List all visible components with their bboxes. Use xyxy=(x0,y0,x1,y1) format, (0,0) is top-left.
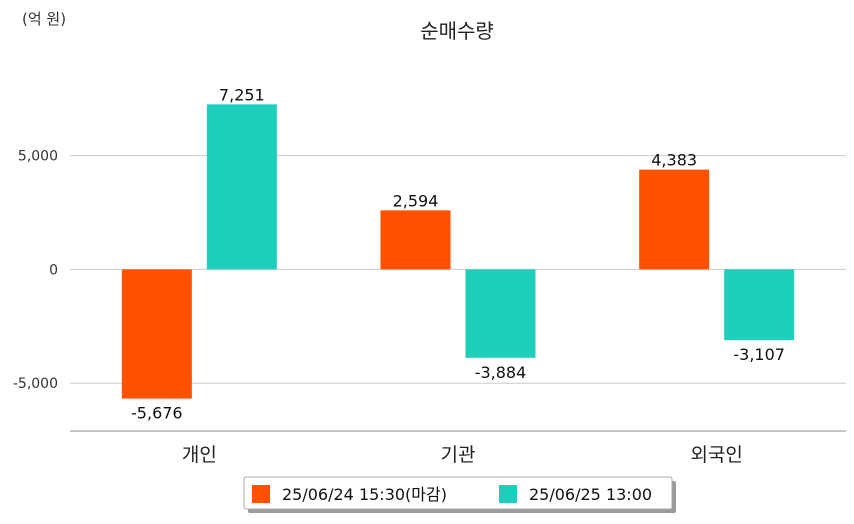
y-tick-label: 5,000 xyxy=(18,149,58,165)
legend-label-series-2: 25/06/25 13:00 xyxy=(529,485,652,504)
x-category-label: 개인 xyxy=(182,444,217,466)
bar-2 xyxy=(206,104,277,270)
x-category-label: 기관 xyxy=(441,444,476,466)
data-label: -3,107 xyxy=(733,345,785,364)
bar-2 xyxy=(724,269,795,341)
data-labels: -5,676 7,251 2,594 -3,884 4,383 -3,107 xyxy=(131,85,785,422)
legend-swatch-series-2 xyxy=(499,485,517,503)
x-category-label: 외국인 xyxy=(690,444,742,466)
y-axis-ticks: -5,000 0 5,000 xyxy=(13,149,58,393)
grid-lines xyxy=(70,155,846,384)
data-label: 4,383 xyxy=(651,151,697,170)
chart-title: 순매수량 xyxy=(420,19,494,43)
data-label: -3,884 xyxy=(475,363,527,382)
unit-label: (억 원) xyxy=(22,10,66,28)
bar-1 xyxy=(121,269,192,399)
legend-swatch-series-1 xyxy=(252,485,270,503)
bar-1 xyxy=(380,210,451,270)
y-tick-label: -5,000 xyxy=(13,376,58,392)
data-label: -5,676 xyxy=(131,404,183,423)
x-axis-categories: 개인 기관 외국인 xyxy=(182,444,743,466)
bar-1 xyxy=(639,169,710,270)
legend-box xyxy=(243,476,673,510)
bar-2 xyxy=(465,269,536,358)
bars xyxy=(121,104,795,399)
y-tick-label: 0 xyxy=(49,262,58,278)
legend: 25/06/24 15:30(마감) 25/06/25 13:00 xyxy=(243,476,676,513)
legend-label-series-1: 25/06/24 15:30(마감) xyxy=(282,485,447,504)
data-label: 7,251 xyxy=(219,85,265,104)
data-label: 2,594 xyxy=(393,191,439,210)
